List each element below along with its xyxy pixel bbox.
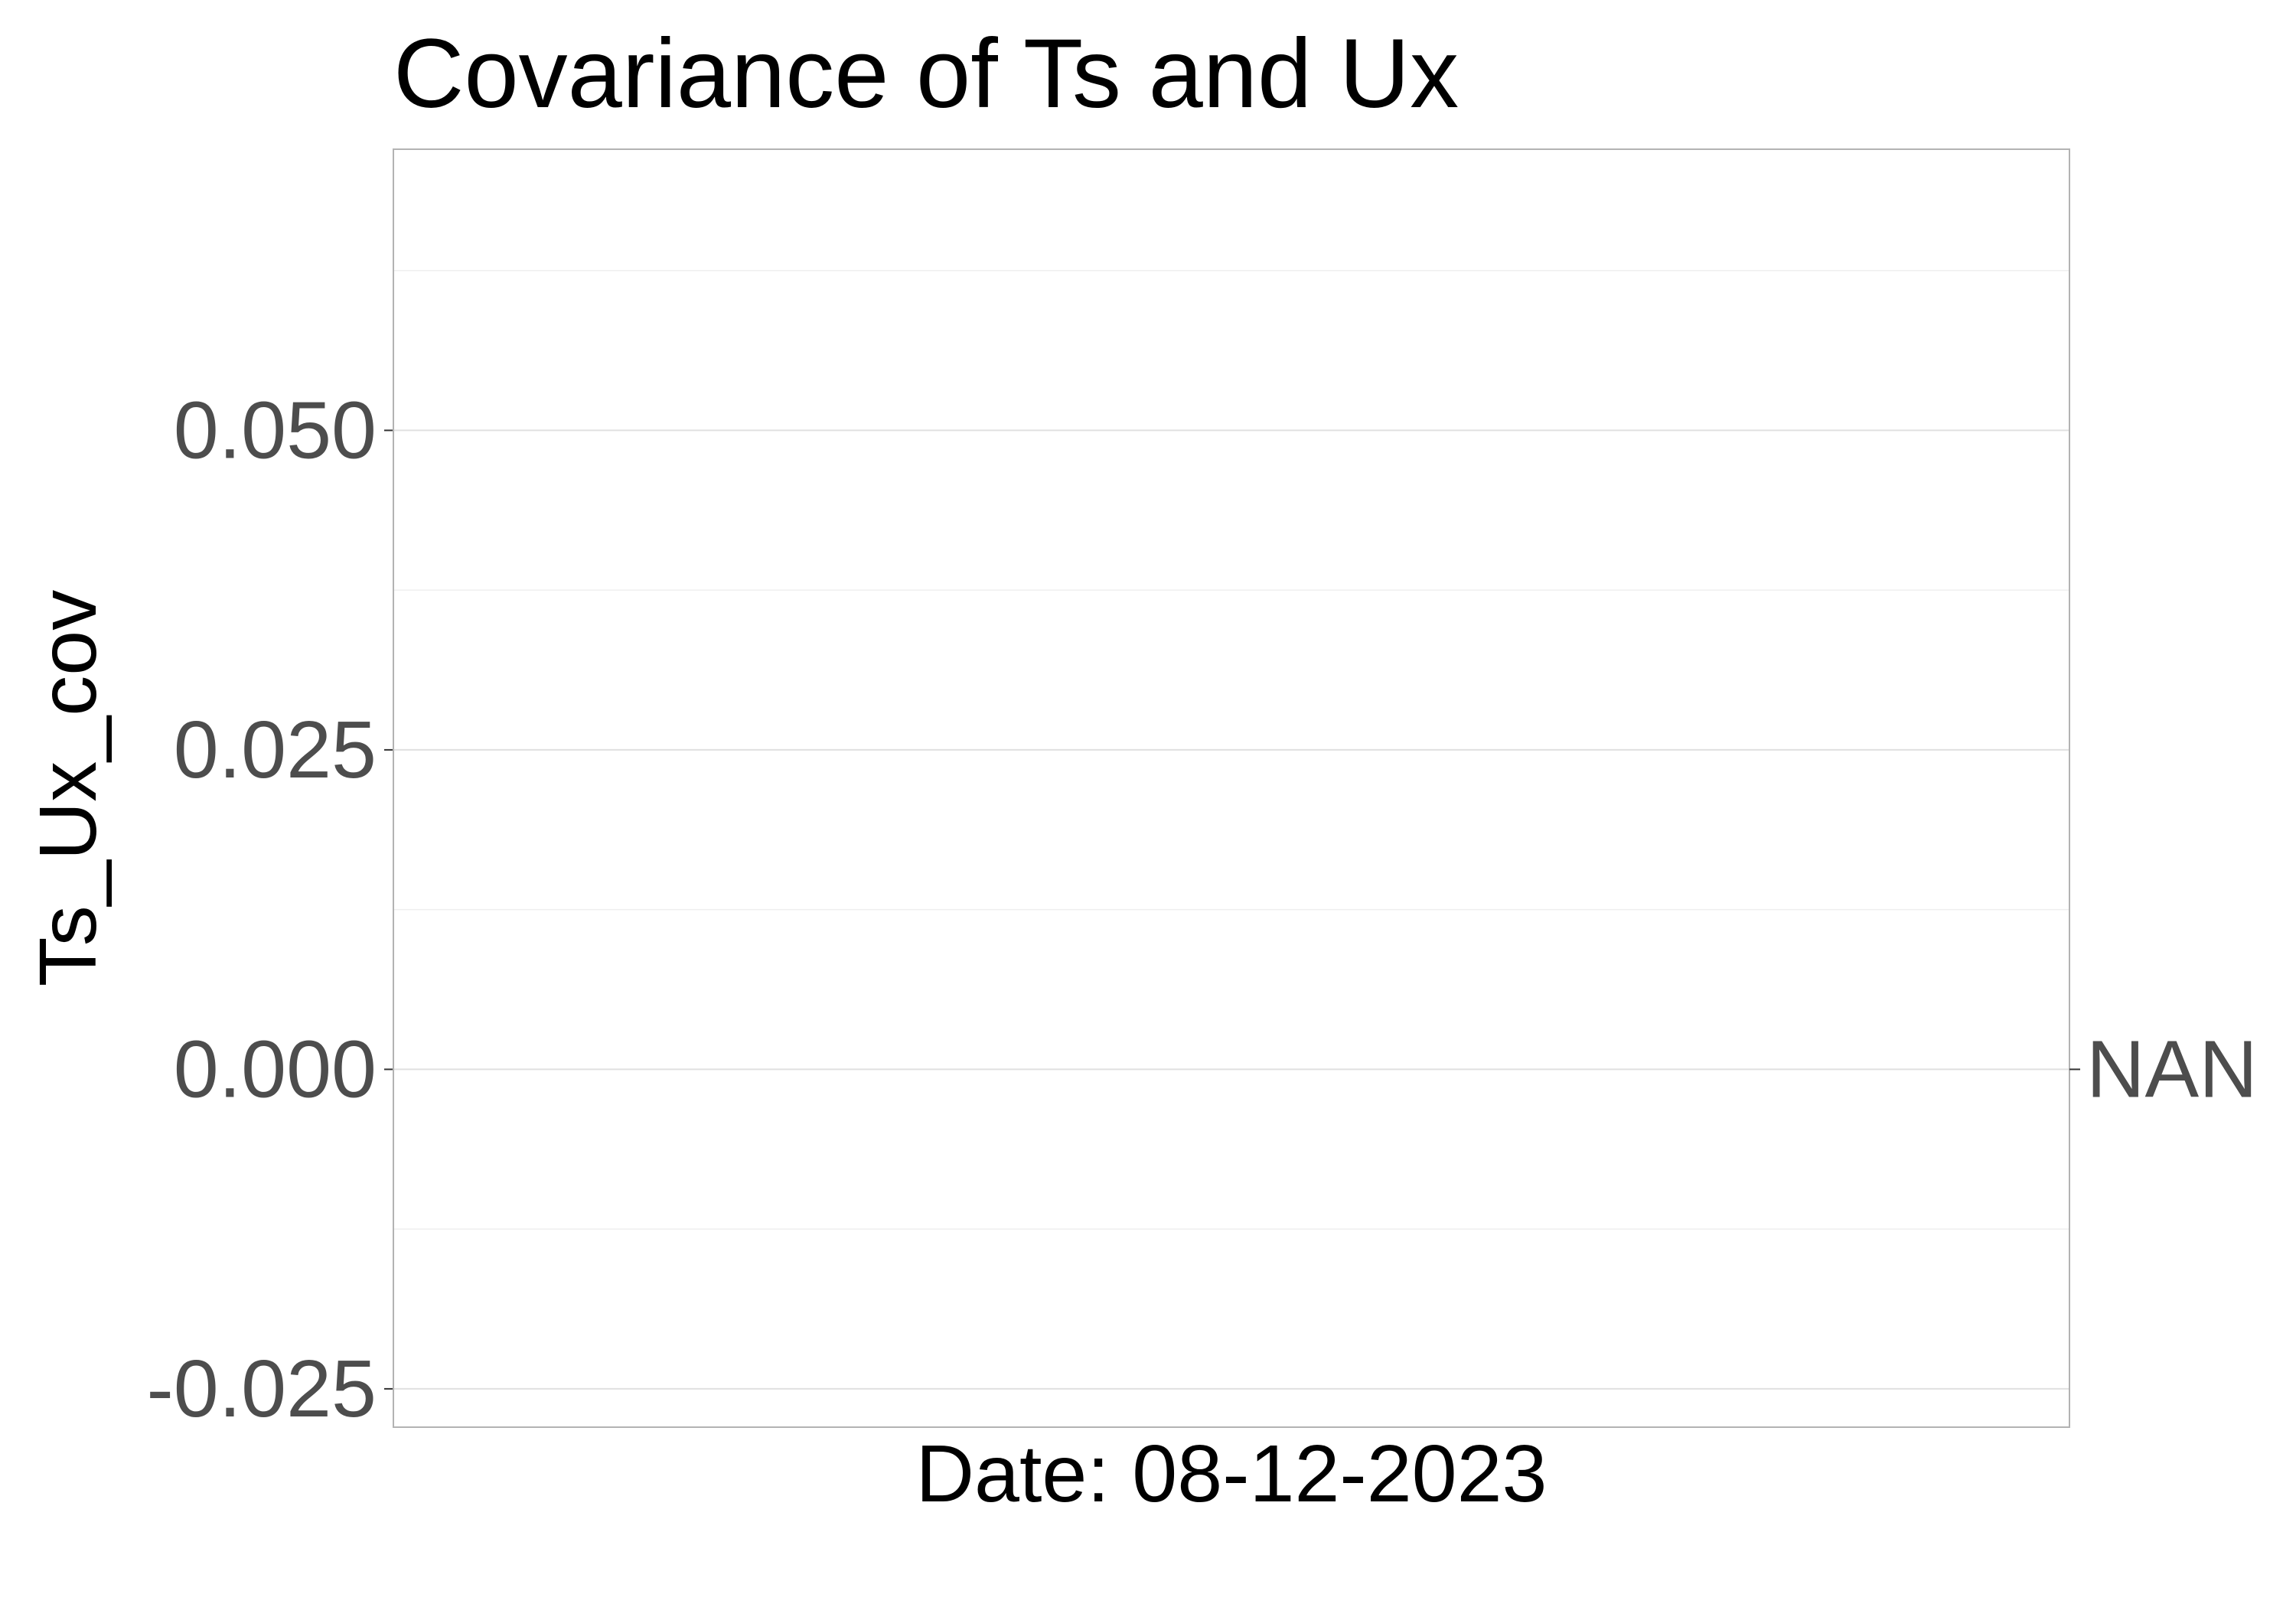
major-gridlines: [393, 429, 2069, 1390]
annotation-label-0: NAN: [2086, 1024, 2258, 1114]
x-axis-label: Date: 08-12-2023: [915, 1429, 1547, 1519]
chart-title: Covariance of Ts and Ux: [393, 19, 1459, 129]
y-tick-label-3: 0.050: [174, 385, 377, 475]
minor-gridlines: [393, 269, 2069, 1230]
y-tick-label-2: 0.025: [174, 705, 377, 795]
y-tick-label-1: 0.000: [174, 1024, 377, 1114]
y-tick-label-0: -0.025: [146, 1344, 377, 1434]
y-axis-ticks: [384, 429, 393, 1390]
annotations: NAN: [2069, 1024, 2258, 1114]
y-axis-label: Ts_Ux_cov: [23, 590, 113, 986]
y-axis-tick-labels: -0.025 0.000 0.025 0.050: [146, 385, 377, 1434]
plot-panel-border: [393, 148, 2070, 1428]
